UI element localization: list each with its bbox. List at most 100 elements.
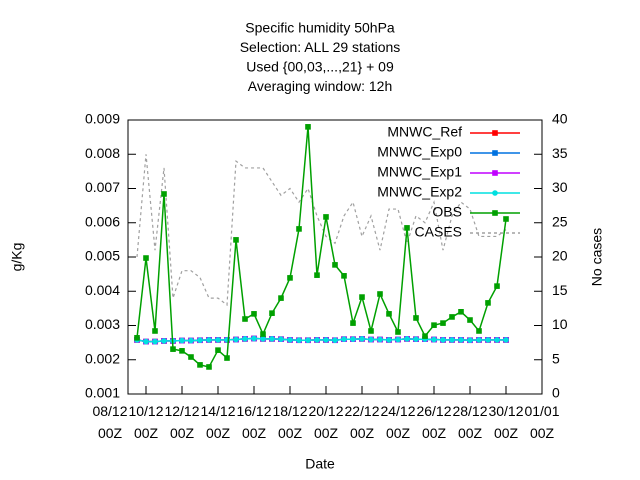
point	[359, 336, 365, 342]
y2-axis-label: No cases	[589, 228, 605, 286]
x-tick-label: 16/12 00Z	[236, 403, 271, 441]
x-tick-label: 08/12 00Z	[92, 403, 127, 441]
point	[296, 226, 302, 232]
point	[242, 316, 248, 322]
point	[404, 336, 410, 342]
x-axis-label: Date	[305, 456, 335, 472]
point	[350, 336, 356, 343]
legend-label: MNWC_Exp1	[377, 164, 462, 180]
point	[449, 314, 455, 320]
point	[179, 348, 185, 354]
point	[395, 329, 401, 335]
point	[188, 337, 194, 344]
point	[314, 337, 320, 343]
point	[224, 355, 230, 361]
x-tick-label: 20/12 00Z	[308, 403, 343, 441]
y2-tick-label: 35	[552, 145, 568, 161]
point	[503, 216, 509, 222]
point	[287, 275, 293, 281]
x-tick-label: 24/12 00Z	[380, 403, 415, 441]
point	[152, 338, 158, 345]
point	[305, 337, 311, 344]
y-tick-label: 0.004	[85, 282, 120, 298]
point	[494, 337, 500, 343]
point	[179, 337, 185, 344]
point	[431, 322, 437, 328]
point	[332, 337, 338, 344]
y2-tick-label: 40	[552, 111, 568, 127]
point	[458, 337, 464, 343]
legend-label: OBS	[432, 204, 462, 220]
point	[332, 262, 338, 268]
chart-title: Used {00,03,...,21} + 09	[246, 59, 394, 75]
x-tick-label: 10/12 00Z	[128, 403, 163, 441]
chart-title: Specific humidity 50hPa	[245, 20, 395, 36]
point	[422, 333, 428, 339]
legend-marker	[492, 210, 498, 216]
legend-label: MNWC_Ref	[387, 124, 462, 140]
point	[377, 336, 383, 343]
point	[467, 337, 473, 344]
point	[314, 272, 320, 278]
point	[233, 336, 239, 343]
point	[161, 338, 167, 344]
point	[305, 124, 311, 130]
y2-tick-label: 10	[552, 316, 568, 332]
point	[188, 354, 194, 360]
x-tick-label: 26/12 00Z	[416, 403, 451, 441]
point	[449, 337, 455, 343]
point	[134, 335, 140, 341]
series-line	[136, 154, 507, 307]
point	[143, 255, 149, 261]
point	[215, 337, 221, 343]
point	[323, 214, 329, 220]
point	[359, 294, 365, 300]
x-tick-label: 30/12 00Z	[488, 403, 523, 441]
point	[503, 337, 509, 343]
y2-tick-label: 15	[552, 282, 568, 298]
point	[386, 337, 392, 343]
x-tick-label: 12/12 00Z	[164, 403, 199, 441]
point	[341, 336, 347, 343]
point	[431, 336, 437, 343]
point	[485, 300, 491, 306]
legend-marker	[492, 130, 498, 136]
x-tick-label: 14/12 00Z	[200, 403, 235, 441]
point	[413, 315, 419, 321]
point	[197, 337, 203, 344]
point	[323, 337, 329, 343]
point	[341, 273, 347, 279]
point	[386, 311, 392, 317]
chart-title: Averaging window: 12h	[248, 78, 393, 94]
point	[143, 338, 149, 345]
y2-tick-label: 0	[552, 385, 560, 401]
y2-tick-label: 25	[552, 213, 568, 229]
y-tick-label: 0.009	[85, 111, 120, 127]
point	[269, 336, 275, 342]
point	[413, 336, 419, 343]
y2-tick-label: 20	[552, 248, 568, 264]
point	[458, 309, 464, 315]
legend-marker	[492, 190, 498, 196]
legend-marker	[492, 170, 498, 176]
point	[269, 310, 275, 316]
point	[215, 347, 221, 353]
point	[278, 295, 284, 301]
point	[260, 331, 266, 337]
legend-label: CASES	[415, 224, 462, 240]
y-axis-label: g/Kg	[9, 243, 25, 272]
point	[287, 337, 293, 343]
y-tick-label: 0.001	[85, 385, 120, 401]
x-tick-label: 01/01 00Z	[524, 403, 559, 441]
x-tick-label: 28/12 00Z	[452, 403, 487, 441]
point	[377, 291, 383, 297]
y-tick-label: 0.003	[85, 316, 120, 332]
point	[161, 191, 167, 197]
point	[242, 336, 248, 342]
y-tick-label: 0.007	[85, 179, 120, 195]
point	[206, 337, 212, 343]
y-tick-label: 0.002	[85, 350, 120, 366]
point	[395, 336, 401, 343]
point	[251, 311, 257, 317]
